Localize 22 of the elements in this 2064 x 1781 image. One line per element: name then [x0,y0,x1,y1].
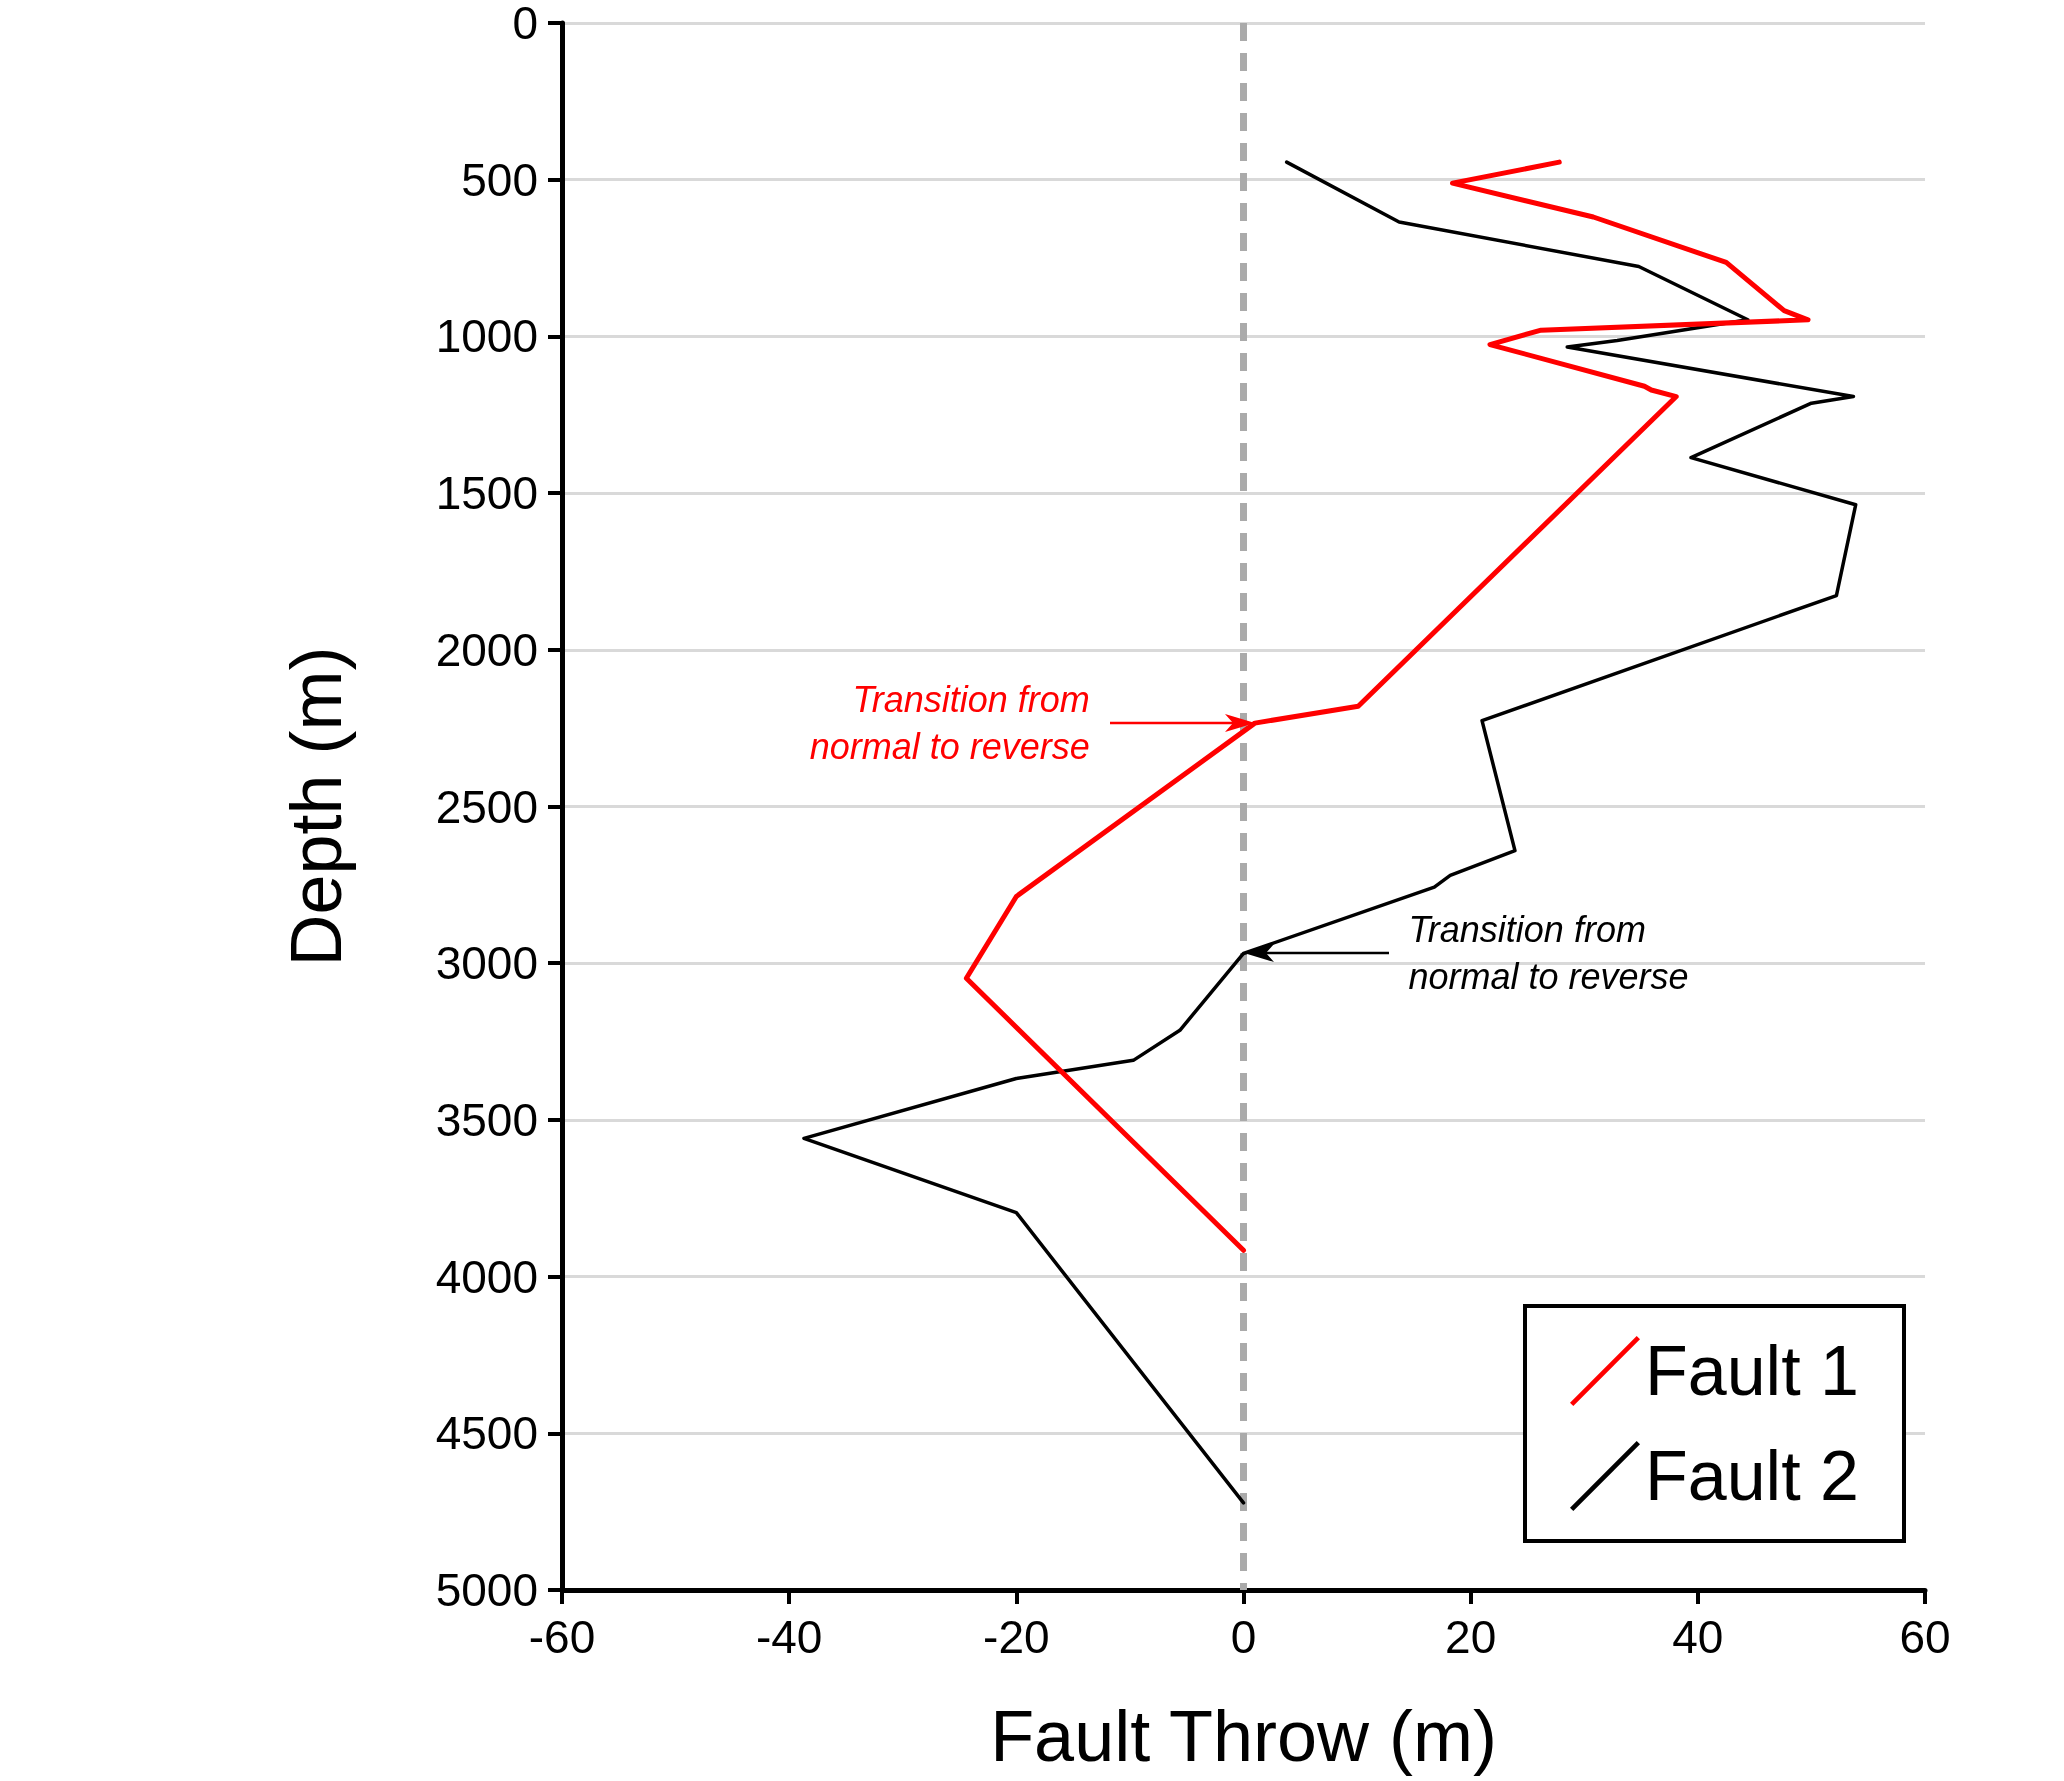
y-tick-label: 3000 [435,937,538,990]
y-tick-label: 2500 [435,780,538,833]
y-tick-label: 1500 [435,467,538,520]
annotation: Transition from normal to reverse [1408,909,1689,998]
y-tick-label: 2000 [435,623,538,676]
y-tick-label: 500 [461,153,538,206]
y-tick-label: 4500 [435,1407,538,1460]
y-tick-label: 3500 [435,1093,538,1146]
x-tick-label: 40 [1672,1611,1724,1663]
x-tick-label: -40 [755,1611,823,1663]
y-tick-label: 4000 [435,1250,538,1303]
x-tick-label: 60 [1899,1611,1951,1663]
y-axis-title: Depth (m) [276,646,356,967]
legend-label: Fault 1 [1645,1332,1859,1410]
x-tick-label: -20 [983,1611,1050,1663]
x-axis-title: Fault Throw (m) [990,1696,1497,1776]
x-tick-label: 20 [1445,1611,1497,1663]
x-tick-label: 0 [1230,1611,1257,1663]
annotation: Transition from normal to reverse [809,679,1090,768]
y-tick-label: 0 [512,0,538,49]
y-tick-label: 1000 [435,310,538,363]
legend-label: Fault 2 [1645,1437,1859,1515]
